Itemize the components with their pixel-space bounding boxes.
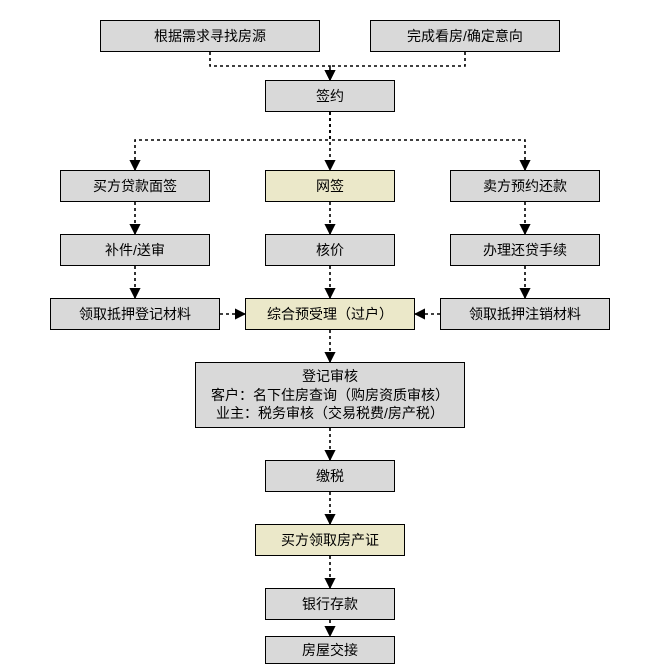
node-n_view: 完成看房/确定意向 — [370, 20, 560, 52]
node-n_price: 核价 — [265, 234, 395, 266]
node-n_audit: 登记审核 客户：名下住房查询（购房资质审核） 业主：税务审核（交易税费/房产税） — [195, 362, 465, 428]
node-n_handover: 房屋交接 — [265, 636, 395, 664]
node-n_net: 网签 — [265, 170, 395, 202]
edge — [135, 112, 330, 170]
node-n_transfer: 综合预受理（过户） — [245, 298, 415, 330]
node-n_buyer_loan: 买方贷款面签 — [60, 170, 210, 202]
node-n_seller_pay: 卖方预约还款 — [450, 170, 600, 202]
edge — [210, 52, 330, 80]
flowchart-stage: 根据需求寻找房源 完成看房/确定意向签约买方贷款面签 网签 卖方预约还款补件/送审 核价… — [0, 0, 660, 666]
node-n_find: 根据需求寻找房源 — [100, 20, 320, 52]
node-n_cert: 买方领取房产证 — [255, 524, 405, 556]
node-n_sign: 签约 — [265, 80, 395, 112]
node-n_supp: 补件/送审 — [60, 234, 210, 266]
node-n_tax: 缴税 — [265, 460, 395, 492]
edge — [330, 52, 465, 80]
node-n_pledge_r: 领取抵押注销材料 — [440, 298, 610, 330]
node-n_pledge_l: 领取抵押登记材料 — [50, 298, 220, 330]
edge — [330, 112, 525, 170]
node-n_repay: 办理还贷手续 — [450, 234, 600, 266]
node-n_bank: 银行存款 — [265, 588, 395, 620]
